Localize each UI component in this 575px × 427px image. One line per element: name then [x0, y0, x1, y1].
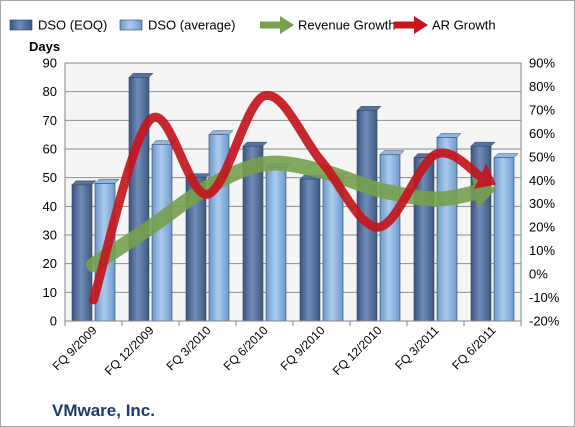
- y2-tick-label: -20%: [529, 314, 560, 329]
- y-tick-label: 0: [50, 314, 57, 329]
- point-revenue-growth: [492, 189, 493, 191]
- line-series: [86, 91, 497, 305]
- bar-dso-average: [436, 133, 462, 322]
- point-revenue-growth: [435, 198, 436, 200]
- point-ar-growth: [321, 161, 322, 163]
- point-ar-growth: [435, 153, 436, 155]
- y-tick-label: 30: [43, 228, 57, 243]
- point-revenue-growth: [378, 189, 379, 191]
- y-tick-label: 60: [43, 142, 57, 157]
- y2-tick-label: 50%: [529, 149, 555, 164]
- y-tick-label: 70: [43, 113, 57, 128]
- point-ar-growth: [150, 118, 151, 120]
- point-revenue-growth: [321, 170, 322, 172]
- line-ar-growth: [89, 91, 497, 305]
- legend-label: DSO (EOQ): [38, 18, 107, 33]
- legend-arrowhead: [280, 16, 294, 34]
- point-revenue-growth: [264, 163, 265, 165]
- y-tick-label: 40: [43, 199, 57, 214]
- y2-tick-label: 70%: [529, 102, 555, 117]
- y2-tick-label: 20%: [529, 220, 555, 235]
- arrowhead: [473, 163, 497, 189]
- legend-item: DSO (EOQ): [9, 18, 107, 33]
- company-name: VMware, Inc.: [52, 401, 155, 420]
- legend-item: AR Growth: [394, 16, 496, 34]
- point-ar-growth: [378, 226, 379, 228]
- point-revenue-growth: [93, 264, 94, 266]
- legend-arrowhead: [414, 16, 428, 34]
- point-ar-growth: [264, 95, 265, 97]
- y2-tick-label: -10%: [529, 290, 560, 305]
- y2-tick-label: 10%: [529, 243, 555, 258]
- legend-swatch: [9, 19, 33, 31]
- legend-label: Revenue Growth: [298, 18, 396, 33]
- legend-item: DSO (average): [119, 18, 235, 33]
- point-revenue-growth: [150, 226, 151, 228]
- bar-dso-eoq: [71, 180, 97, 322]
- legend-label: DSO (average): [148, 18, 235, 33]
- legend-item: Revenue Growth: [260, 16, 396, 34]
- legend-label: AR Growth: [432, 18, 496, 33]
- point-ar-growth: [93, 299, 94, 301]
- y2-tick-label: 60%: [529, 126, 555, 141]
- y2-tick-label: 80%: [529, 79, 555, 94]
- legend: DSO (EOQ) DSO (average) Revenue Growth AR G…: [9, 16, 496, 34]
- y-tick-label: 90: [43, 56, 57, 71]
- y-tick-label: 10: [43, 285, 57, 300]
- point-revenue-growth: [207, 186, 208, 188]
- point-ar-growth: [492, 182, 493, 184]
- point-ar-growth: [207, 193, 208, 195]
- y2-tick-label: 0%: [529, 267, 548, 282]
- y-axis-title: Days: [29, 39, 60, 54]
- y-tick-label: 50: [43, 170, 57, 185]
- y-tick-label: 20: [43, 256, 57, 271]
- y-tick-label: 80: [43, 84, 57, 99]
- legend-swatch: [119, 19, 143, 31]
- y2-tick-label: 90%: [529, 56, 555, 71]
- bar-dso-eoq: [242, 141, 268, 322]
- y2-tick-label: 30%: [529, 196, 555, 211]
- y2-tick-label: 40%: [529, 173, 555, 188]
